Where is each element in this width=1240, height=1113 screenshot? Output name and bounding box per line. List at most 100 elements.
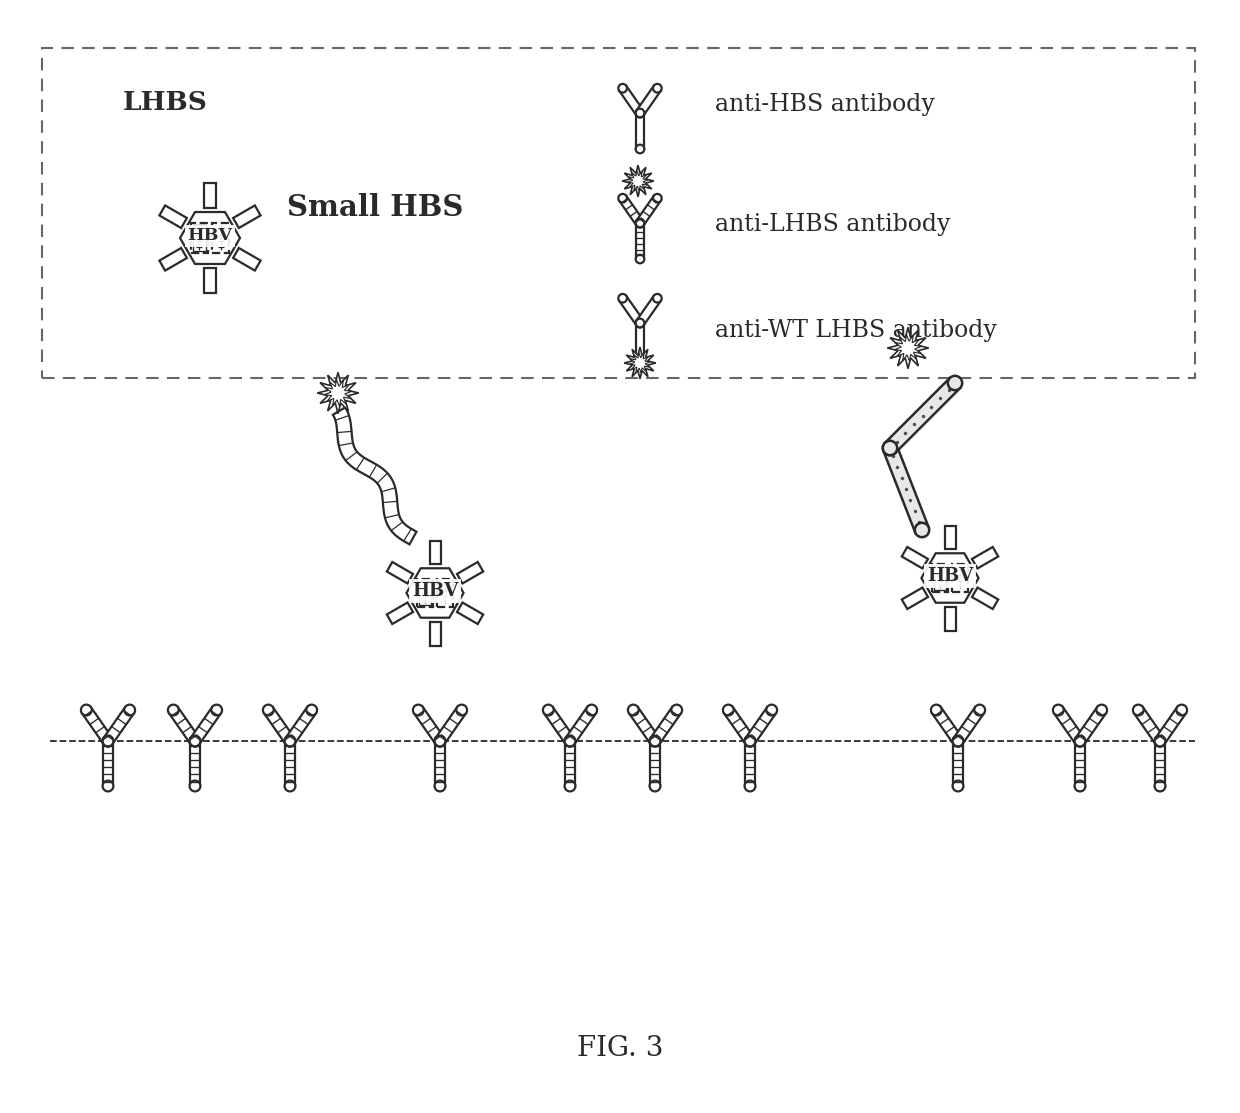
Circle shape bbox=[636, 218, 645, 227]
Circle shape bbox=[285, 736, 295, 747]
Polygon shape bbox=[636, 296, 661, 325]
Polygon shape bbox=[744, 741, 755, 786]
Polygon shape bbox=[434, 741, 445, 786]
Circle shape bbox=[434, 780, 445, 791]
Circle shape bbox=[103, 780, 113, 791]
Circle shape bbox=[744, 736, 755, 747]
Circle shape bbox=[650, 736, 661, 747]
Circle shape bbox=[975, 705, 985, 716]
Polygon shape bbox=[945, 525, 956, 550]
Circle shape bbox=[650, 736, 661, 747]
Circle shape bbox=[543, 705, 554, 716]
Polygon shape bbox=[544, 707, 574, 745]
Polygon shape bbox=[650, 741, 661, 786]
Circle shape bbox=[636, 218, 645, 227]
Polygon shape bbox=[724, 707, 754, 745]
FancyBboxPatch shape bbox=[436, 579, 453, 607]
Polygon shape bbox=[1054, 707, 1085, 745]
Polygon shape bbox=[619, 86, 644, 116]
Circle shape bbox=[931, 705, 941, 716]
Polygon shape bbox=[191, 707, 221, 745]
Circle shape bbox=[619, 294, 627, 303]
Text: Small HBS: Small HBS bbox=[286, 194, 464, 223]
Polygon shape bbox=[565, 707, 596, 745]
Circle shape bbox=[1177, 705, 1187, 716]
Circle shape bbox=[744, 736, 755, 747]
Circle shape bbox=[883, 441, 898, 455]
Circle shape bbox=[636, 318, 645, 327]
Polygon shape bbox=[169, 707, 200, 745]
Circle shape bbox=[636, 318, 645, 327]
Circle shape bbox=[1075, 736, 1085, 747]
Polygon shape bbox=[636, 323, 645, 359]
FancyBboxPatch shape bbox=[42, 48, 1195, 378]
Circle shape bbox=[285, 780, 295, 791]
Polygon shape bbox=[627, 170, 649, 191]
Circle shape bbox=[81, 705, 92, 716]
Polygon shape bbox=[332, 407, 417, 544]
Circle shape bbox=[653, 294, 662, 303]
Polygon shape bbox=[921, 553, 978, 603]
Polygon shape bbox=[1075, 741, 1085, 786]
Text: anti-HBS antibody: anti-HBS antibody bbox=[715, 93, 935, 117]
Circle shape bbox=[636, 109, 645, 117]
Circle shape bbox=[306, 705, 317, 716]
Circle shape bbox=[653, 83, 662, 92]
Polygon shape bbox=[630, 353, 651, 374]
Circle shape bbox=[103, 736, 113, 747]
Circle shape bbox=[285, 736, 295, 747]
Polygon shape bbox=[932, 707, 962, 745]
Polygon shape bbox=[205, 268, 216, 293]
Polygon shape bbox=[624, 347, 656, 378]
Circle shape bbox=[883, 441, 898, 455]
Polygon shape bbox=[285, 707, 316, 745]
Circle shape bbox=[915, 523, 929, 538]
Polygon shape bbox=[325, 380, 352, 406]
Polygon shape bbox=[429, 541, 440, 564]
FancyBboxPatch shape bbox=[193, 225, 206, 250]
Circle shape bbox=[103, 736, 113, 747]
Circle shape bbox=[627, 705, 639, 716]
Circle shape bbox=[1154, 736, 1166, 747]
Circle shape bbox=[952, 736, 963, 747]
Text: FIG. 3: FIG. 3 bbox=[577, 1034, 663, 1062]
Circle shape bbox=[434, 736, 445, 747]
Circle shape bbox=[619, 83, 627, 92]
Circle shape bbox=[952, 736, 963, 747]
Polygon shape bbox=[636, 223, 645, 259]
Polygon shape bbox=[619, 196, 644, 226]
Polygon shape bbox=[888, 327, 929, 368]
Polygon shape bbox=[82, 707, 113, 745]
Circle shape bbox=[1154, 780, 1166, 791]
Circle shape bbox=[190, 780, 201, 791]
Circle shape bbox=[1154, 736, 1166, 747]
Polygon shape bbox=[160, 206, 187, 228]
Circle shape bbox=[671, 705, 682, 716]
Polygon shape bbox=[1075, 707, 1106, 745]
Text: HBV: HBV bbox=[412, 582, 458, 600]
Circle shape bbox=[636, 109, 645, 117]
Text: HBV: HBV bbox=[926, 567, 973, 585]
Polygon shape bbox=[1156, 707, 1187, 745]
Polygon shape bbox=[160, 248, 187, 270]
Circle shape bbox=[653, 194, 662, 203]
Polygon shape bbox=[103, 741, 113, 786]
Polygon shape bbox=[885, 378, 960, 453]
Circle shape bbox=[636, 218, 645, 227]
Polygon shape bbox=[901, 588, 928, 609]
FancyBboxPatch shape bbox=[932, 564, 947, 592]
FancyBboxPatch shape bbox=[934, 567, 946, 590]
Circle shape bbox=[619, 194, 627, 203]
Circle shape bbox=[564, 736, 575, 747]
Circle shape bbox=[456, 705, 467, 716]
Polygon shape bbox=[954, 707, 985, 745]
Text: LHBS: LHBS bbox=[123, 90, 207, 116]
Circle shape bbox=[636, 318, 645, 327]
Polygon shape bbox=[651, 707, 681, 745]
Circle shape bbox=[413, 705, 424, 716]
Polygon shape bbox=[317, 373, 358, 414]
Polygon shape bbox=[180, 213, 241, 264]
Circle shape bbox=[124, 705, 135, 716]
Text: HBV: HBV bbox=[187, 227, 233, 245]
Circle shape bbox=[587, 705, 598, 716]
